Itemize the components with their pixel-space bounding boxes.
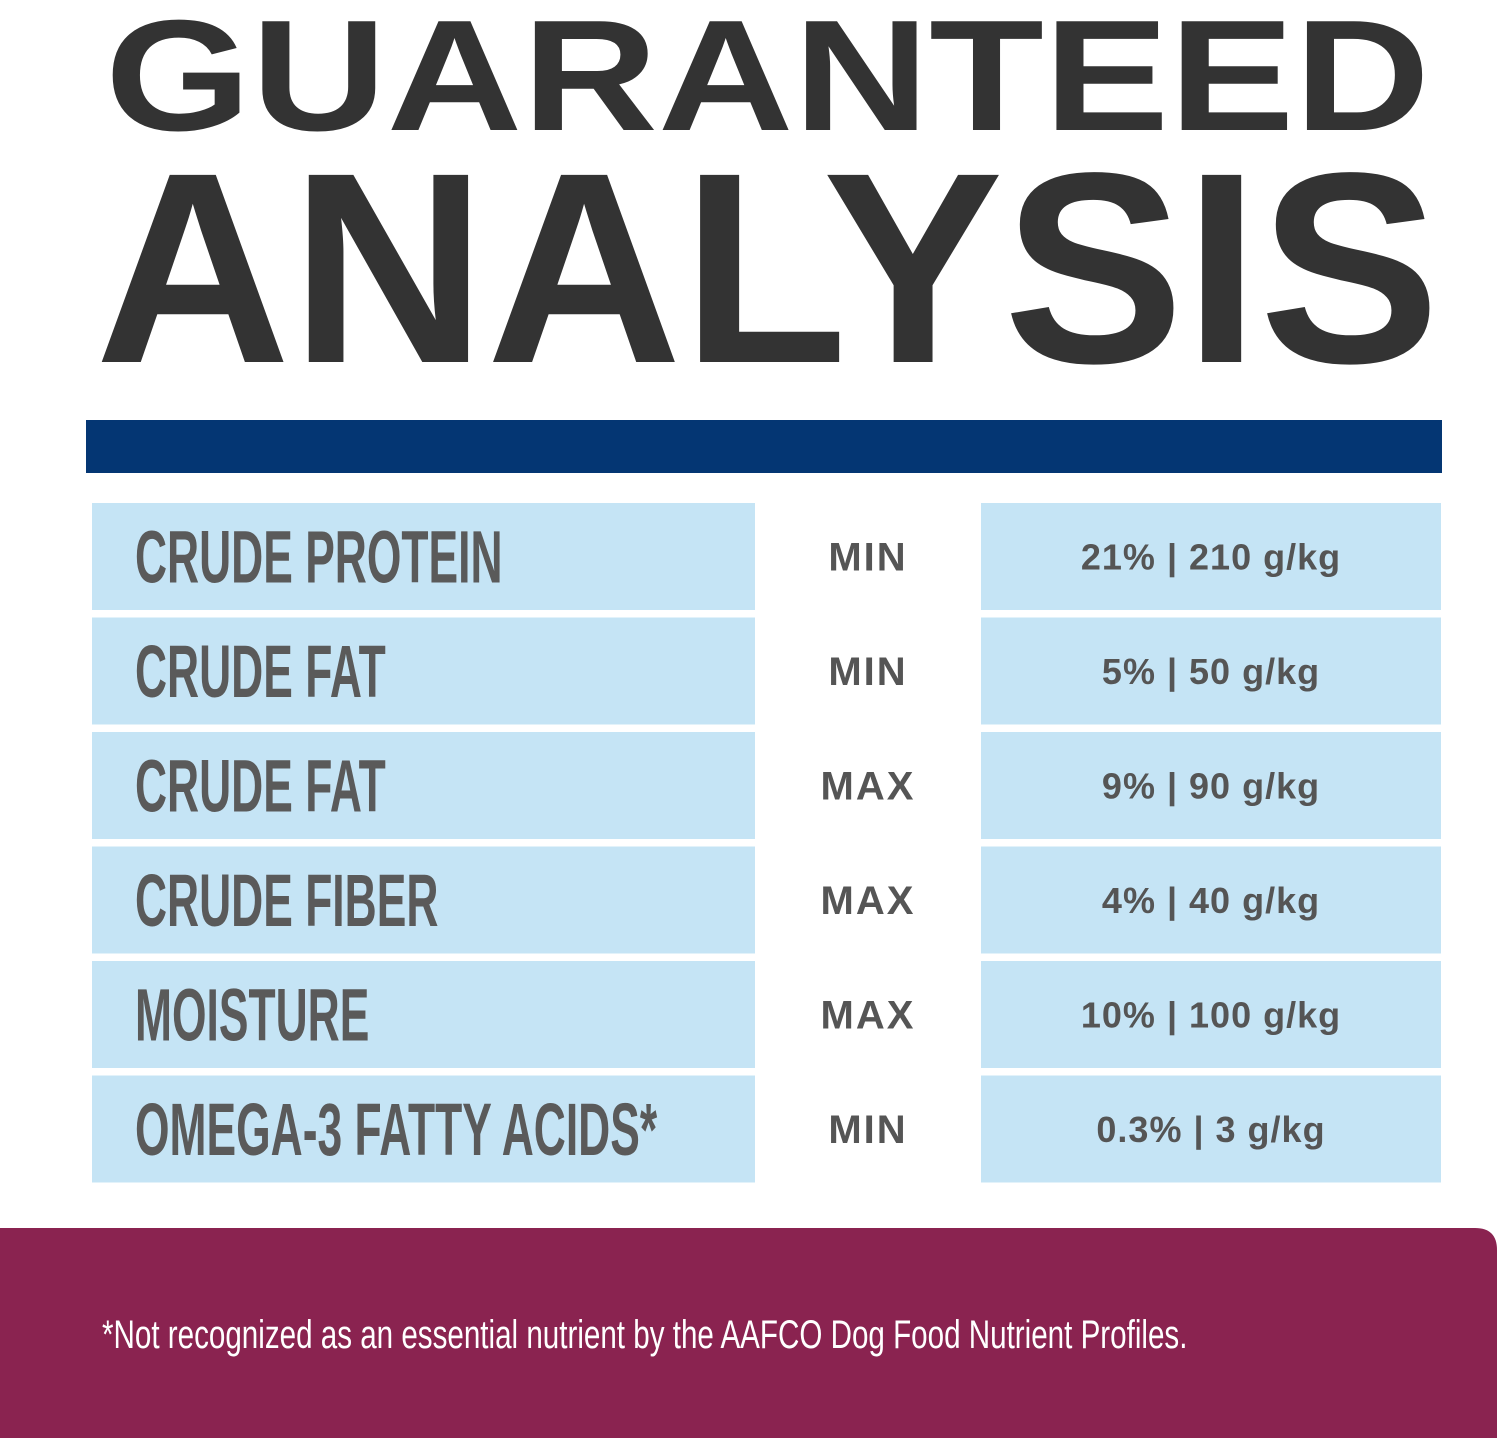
label-group: CRUDE FAT — [135, 745, 386, 827]
footnote-group: *Not recognized as an essential nutrient… — [102, 1313, 1187, 1357]
qualifier: MIN — [828, 650, 907, 694]
footer-panel — [0, 1228, 1497, 1438]
label-cell — [92, 1075, 755, 1183]
qualifier: MAX — [821, 879, 916, 923]
qualifier: MAX — [821, 994, 916, 1038]
label-group: CRUDE FIBER — [135, 859, 438, 941]
label-group: CRUDE FAT — [135, 630, 386, 712]
label-cell — [92, 617, 755, 725]
value-cell — [981, 1075, 1441, 1183]
amount: 21% | 210 g/kg — [1081, 537, 1341, 579]
value-cell — [981, 846, 1441, 954]
table: CRUDE PROTEIN MIN 21% | 210 g/kg CRUDE FAT M… — [92, 503, 1441, 1183]
value-cell — [981, 732, 1441, 839]
amount: 10% | 100 g/kg — [1081, 995, 1341, 1037]
amount: 5% | 50 g/kg — [1102, 651, 1320, 693]
amount: 9% | 90 g/kg — [1102, 766, 1320, 808]
label-cell — [92, 846, 755, 954]
nutrient-label: MOISTURE — [135, 974, 369, 1056]
divider-bar — [86, 420, 1442, 473]
title-line: GUARANTEED — [105, 0, 1430, 164]
qualifier: MIN — [828, 1108, 907, 1152]
value-cell — [981, 617, 1441, 725]
footnote: *Not recognized as an essential nutrient… — [102, 1313, 1187, 1357]
nutrient-label: OMEGA-3 FATTY ACIDS* — [135, 1088, 657, 1170]
qualifier: MIN — [828, 536, 907, 580]
value-cell — [981, 503, 1441, 610]
label-cell — [92, 732, 755, 839]
label-cell — [92, 503, 755, 610]
nutrient-label: CRUDE FAT — [135, 745, 386, 827]
title-line: ANALYSIS — [95, 116, 1440, 420]
amount: 0.3% | 3 g/kg — [1096, 1109, 1325, 1151]
label-cell — [92, 961, 755, 1068]
label-group: OMEGA-3 FATTY ACIDS* — [135, 1088, 657, 1170]
nutrient-label: CRUDE PROTEIN — [135, 516, 503, 598]
value-cell — [981, 961, 1441, 1068]
label-group: MOISTURE — [135, 974, 369, 1056]
qualifier: MAX — [821, 765, 916, 809]
label-group: CRUDE PROTEIN — [135, 516, 503, 598]
nutrient-label: CRUDE FIBER — [135, 859, 438, 941]
nutrient-label: CRUDE FAT — [135, 630, 386, 712]
amount: 4% | 40 g/kg — [1102, 880, 1320, 922]
